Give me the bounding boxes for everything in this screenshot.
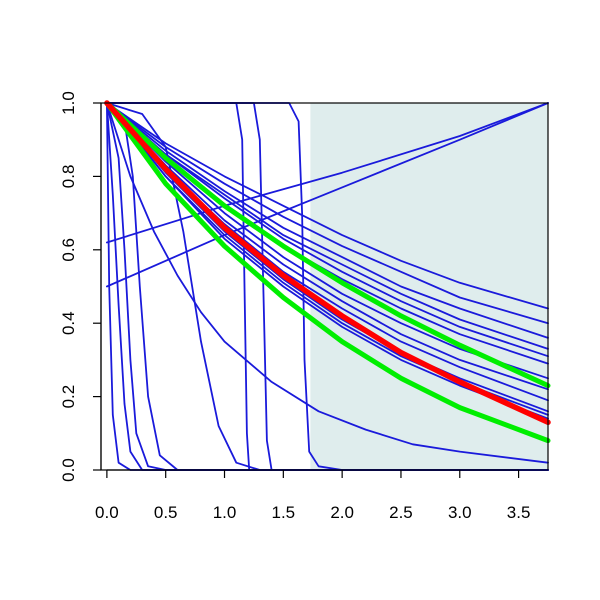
x-tick-label: 0.5 <box>154 503 178 522</box>
x-tick-label: 1.5 <box>272 503 296 522</box>
series-line-blue-0 <box>106 102 549 310</box>
x-tick-label: 3.0 <box>448 503 472 522</box>
series-line-blue-12 <box>106 102 549 244</box>
series-line-blue-17 <box>106 102 549 471</box>
y-tick-label: 0.8 <box>59 165 78 189</box>
x-axis: 0.0 0.5 1.0 1.5 2.0 2.5 3.0 3.5 <box>95 469 531 522</box>
y-tick-label: 0.4 <box>59 311 78 335</box>
x-tick-label: 0.0 <box>95 503 119 522</box>
series-line-blue-2 <box>106 102 549 339</box>
x-tick-label: 1.0 <box>213 503 237 522</box>
series-line-blue-22 <box>106 102 549 471</box>
y-tick-label: 0.6 <box>59 238 78 262</box>
x-tick-label: 2.5 <box>389 503 413 522</box>
y-tick-label: 0.0 <box>59 458 78 482</box>
x-tick-label: 2.0 <box>330 503 354 522</box>
series-line-blue-13 <box>106 102 549 288</box>
y-tick-label: 1.0 <box>59 91 78 115</box>
series-line-blue-6 <box>106 102 549 380</box>
y-axis: 0.0 0.2 0.4 0.6 0.8 1.0 <box>59 91 102 482</box>
series-line-green-25 <box>104 100 551 444</box>
x-tick-label: 3.5 <box>507 503 531 522</box>
series-line-blue-19 <box>106 102 549 471</box>
series-line-blue-7 <box>106 102 549 391</box>
series-line-blue-1 <box>106 102 549 325</box>
series-line-red-23 <box>104 100 551 426</box>
series-line-blue-14 <box>106 102 549 464</box>
y-tick-label: 0.2 <box>59 385 78 409</box>
series-line-blue-4 <box>106 102 549 358</box>
series-line-green-24 <box>104 100 551 389</box>
